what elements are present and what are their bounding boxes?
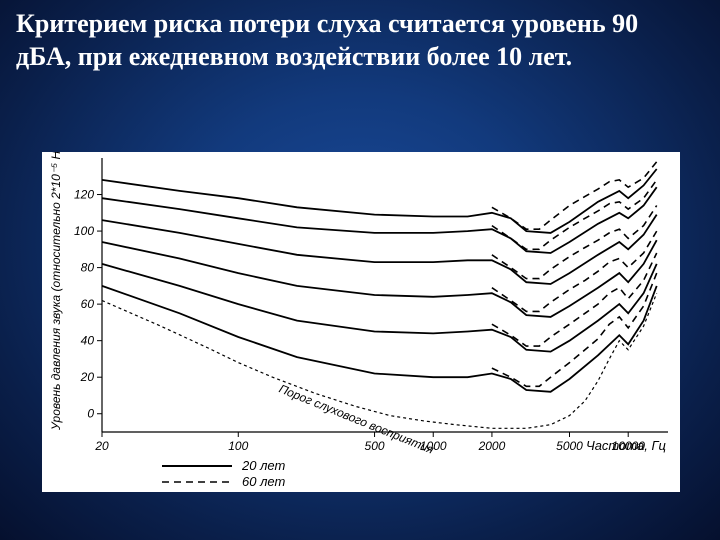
svg-text:100: 100	[74, 224, 94, 238]
chart-svg: 0204060801001202010050010002000500010000…	[42, 152, 680, 492]
slide-title: Критерием риска потери слуха считается у…	[16, 8, 660, 73]
svg-text:60: 60	[81, 297, 95, 311]
svg-text:20: 20	[80, 370, 95, 384]
svg-text:Частота, Гц: Частота, Гц	[586, 438, 666, 453]
svg-text:0: 0	[87, 407, 94, 421]
svg-text:20 лет: 20 лет	[241, 458, 285, 473]
svg-text:20: 20	[94, 439, 109, 453]
svg-text:100: 100	[228, 439, 248, 453]
svg-text:500: 500	[365, 439, 385, 453]
svg-text:2000: 2000	[478, 439, 506, 453]
svg-text:5000: 5000	[556, 439, 583, 453]
svg-text:120: 120	[74, 188, 94, 202]
equal-loudness-chart: 0204060801001202010050010002000500010000…	[42, 152, 680, 492]
slide-background: Критерием риска потери слуха считается у…	[0, 0, 720, 540]
svg-text:Порог слухового восприятия: Порог слухового восприятия	[277, 382, 436, 457]
svg-text:60 лет: 60 лет	[242, 474, 285, 489]
svg-text:80: 80	[81, 261, 95, 275]
svg-text:Уровень давления звука (относи: Уровень давления звука (относительно 2*1…	[49, 152, 63, 431]
svg-text:40: 40	[81, 334, 95, 348]
